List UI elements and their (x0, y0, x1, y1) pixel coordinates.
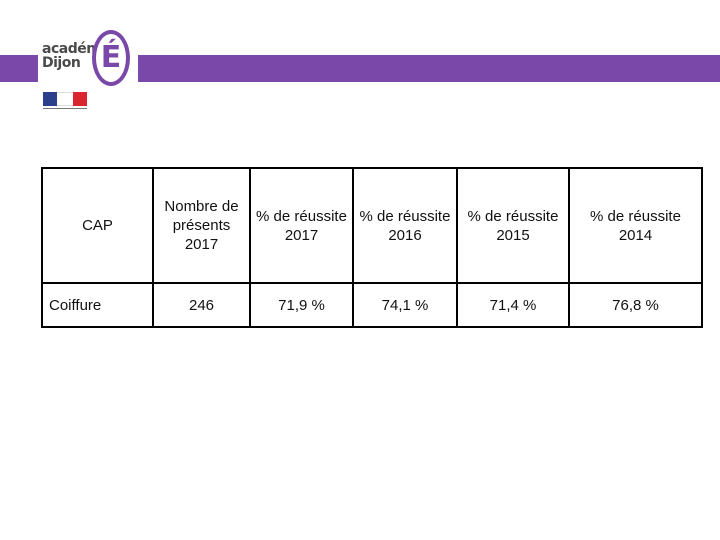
table-header-row: CAP Nombre de présents 2017 % de réussit… (41, 167, 703, 284)
republic-flag-icon (43, 92, 87, 106)
logo-letter: É (100, 40, 122, 75)
cell-presents-2017: 246 (152, 282, 251, 328)
cell-success-2016: 74,1 % (352, 282, 458, 328)
header-cell-success-2016: % de réussite 2016 (352, 167, 458, 284)
header-cell-success-2014: % de réussite 2014 (568, 167, 703, 284)
cell-success-2015: 71,4 % (456, 282, 570, 328)
results-table: CAP Nombre de présents 2017 % de réussit… (41, 167, 703, 328)
header-cell-presents-2017: Nombre de présents 2017 (152, 167, 251, 284)
header-cell-success-2017: % de réussite 2017 (249, 167, 354, 284)
cell-success-2017: 71,9 % (249, 282, 354, 328)
logo-line-dijon: Dijon (42, 55, 81, 71)
header-cell-cap: CAP (41, 167, 154, 284)
republic-motto-mark (43, 107, 87, 111)
header-cell-success-2015: % de réussite 2015 (456, 167, 570, 284)
cell-diploma: Coiffure (41, 282, 154, 328)
table-row: Coiffure 246 71,9 % 74,1 % 71,4 % 76,8 % (41, 282, 703, 328)
logo-e-emblem: É (92, 30, 130, 86)
cell-success-2014: 76,8 % (568, 282, 703, 328)
